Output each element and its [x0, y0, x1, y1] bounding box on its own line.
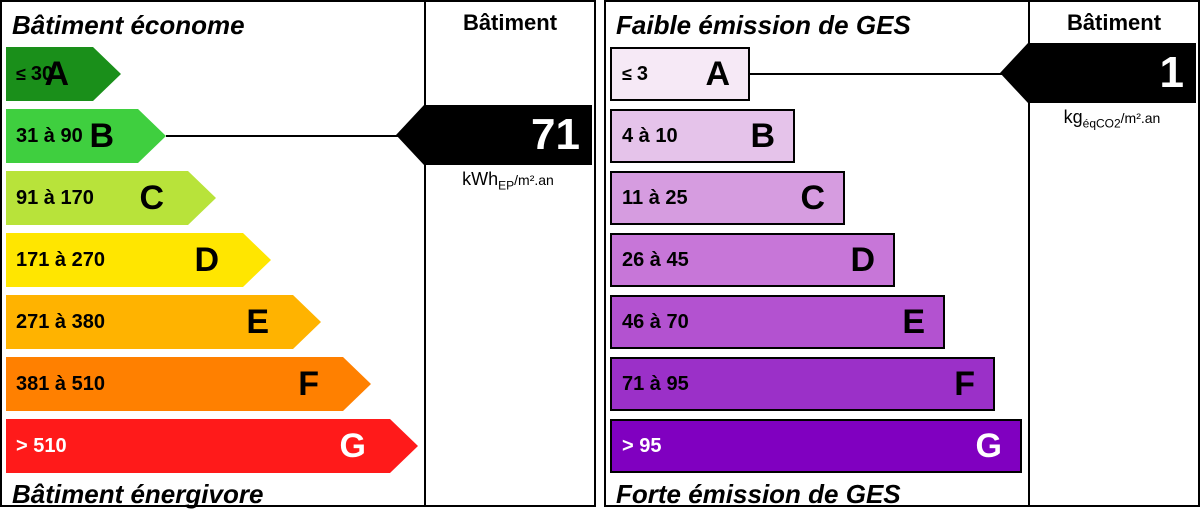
- energy-bar-range-C: 91 à 170: [6, 187, 94, 210]
- ges-bar-D: 26 à 45 D: [610, 233, 895, 287]
- ges-bar-row-D: 26 à 45 D: [610, 233, 1024, 287]
- energy-bars-stack: ≤ 30A 31 à 90 B 91 à 170 C 171 à 270 D 271 à 38…: [2, 47, 420, 473]
- energy-unit-prefix: kWh: [462, 169, 498, 189]
- ges-bar-G: > 95 G: [610, 419, 1022, 473]
- ges-value-header: Bâtiment: [1030, 8, 1198, 46]
- ges-bar-row-F: 71 à 95 F: [610, 357, 1024, 411]
- energy-bar-letter-F: F: [298, 365, 319, 404]
- ges-bottom-title: Forte émission de GES: [606, 473, 1024, 512]
- ges-value: 1: [1160, 48, 1184, 98]
- energy-bar-row-D: 171 à 270 D: [6, 233, 420, 287]
- energy-bar-letter-G: G: [340, 427, 366, 466]
- ges-bar-letter-C: C: [800, 179, 825, 218]
- energy-bar-range-D: 171 à 270: [6, 249, 105, 272]
- energy-value-column: Bâtiment 71 kWhEP/m².an: [424, 2, 594, 505]
- energy-value-badge-wrap: 71 kWhEP/m².an: [424, 105, 592, 193]
- energy-bar-D: 171 à 270 D: [6, 233, 271, 287]
- ges-bar-B: 4 à 10 B: [610, 109, 795, 163]
- ges-bar-row-G: > 95 G: [610, 419, 1024, 473]
- ges-bar-range-A: ≤ 3: [612, 63, 648, 86]
- energy-bar-row-F: 381 à 510 F: [6, 357, 420, 411]
- ges-top-title: Faible émission de GES: [606, 8, 1024, 47]
- ges-bar-range-E: 46 à 70: [612, 311, 689, 334]
- energy-bottom-title: Bâtiment énergivore: [2, 473, 420, 512]
- ges-value-column: Bâtiment 1 kgéqCO2/m².an: [1028, 2, 1198, 505]
- energy-bar-G: > 510 G: [6, 419, 418, 473]
- energy-bar-E: 271 à 380 E: [6, 295, 321, 349]
- energy-unit-suffix: /m².an: [514, 172, 554, 188]
- energy-bar-row-G: > 510 G: [6, 419, 420, 473]
- ges-bar-row-E: 46 à 70 E: [610, 295, 1024, 349]
- energy-bar-A: ≤ 30A: [6, 47, 121, 101]
- ges-unit-prefix: kg: [1064, 107, 1083, 127]
- energy-bar-range-F: 381 à 510: [6, 373, 105, 396]
- ges-bars-stack: ≤ 3 A 4 à 10 B 11 à 25 C 26 à 45 D 46 à 70 E 71 à …: [606, 47, 1024, 473]
- ges-bar-A: ≤ 3 A: [610, 47, 750, 101]
- energy-bar-range-G: > 510: [6, 435, 67, 458]
- energy-bar-F: 381 à 510 F: [6, 357, 371, 411]
- energy-connector-line: [166, 135, 420, 137]
- energy-bar-row-B: 31 à 90 B: [6, 109, 420, 163]
- ges-bar-row-A: ≤ 3 A: [610, 47, 1024, 101]
- ges-unit-sub: éqCO2: [1083, 117, 1121, 131]
- ges-bar-C: 11 à 25 C: [610, 171, 845, 225]
- energy-unit: kWhEP/m².an: [424, 169, 592, 193]
- ges-bar-letter-F: F: [954, 365, 975, 404]
- ges-bar-range-C: 11 à 25: [612, 187, 688, 210]
- energy-panel: Bâtiment économe ≤ 30A 31 à 90 B 91 à 170 C 1…: [0, 0, 596, 507]
- energy-bars-area: Bâtiment économe ≤ 30A 31 à 90 B 91 à 170 C 1…: [2, 2, 424, 505]
- ges-bar-range-B: 4 à 10: [612, 125, 678, 148]
- ges-bar-letter-D: D: [850, 241, 875, 280]
- energy-bar-letter-A: A: [44, 55, 69, 94]
- ges-bar-range-G: > 95: [612, 435, 661, 458]
- ges-panel: Faible émission de GES ≤ 3 A 4 à 10 B 11 à 2…: [604, 0, 1200, 507]
- energy-value-badge: 71: [396, 105, 592, 165]
- energy-unit-sub: EP: [498, 179, 514, 193]
- ges-bar-range-D: 26 à 45: [612, 249, 689, 272]
- ges-bar-range-F: 71 à 95: [612, 373, 689, 396]
- energy-bar-range-B: 31 à 90: [6, 125, 83, 148]
- energy-bar-letter-C: C: [139, 179, 164, 218]
- energy-value: 71: [531, 110, 580, 160]
- ges-unit-suffix: /m².an: [1121, 110, 1161, 126]
- ges-bar-F: 71 à 95 F: [610, 357, 995, 411]
- energy-bar-B: 31 à 90 B: [6, 109, 166, 163]
- energy-bar-C: 91 à 170 C: [6, 171, 216, 225]
- energy-top-title: Bâtiment économe: [2, 8, 420, 47]
- energy-bar-row-C: 91 à 170 C: [6, 171, 420, 225]
- energy-bar-letter-D: D: [194, 241, 219, 280]
- ges-bar-row-C: 11 à 25 C: [610, 171, 1024, 225]
- ges-bar-letter-E: E: [902, 303, 925, 342]
- ges-bar-E: 46 à 70 E: [610, 295, 945, 349]
- ges-bars-area: Faible émission de GES ≤ 3 A 4 à 10 B 11 à 2…: [606, 2, 1028, 505]
- ges-bar-letter-A: A: [705, 55, 730, 94]
- energy-bar-letter-B: B: [89, 117, 114, 156]
- ges-bar-row-B: 4 à 10 B: [610, 109, 1024, 163]
- energy-bar-row-A: ≤ 30A: [6, 47, 420, 101]
- energy-value-header: Bâtiment: [426, 8, 594, 46]
- ges-bar-letter-G: G: [976, 427, 1002, 466]
- energy-bar-letter-E: E: [246, 303, 269, 342]
- energy-bar-row-E: 271 à 380 E: [6, 295, 420, 349]
- ges-value-badge: 1: [1000, 43, 1196, 103]
- ges-bar-letter-B: B: [750, 117, 775, 156]
- ges-value-badge-wrap: 1 kgéqCO2/m².an: [1028, 43, 1196, 131]
- energy-bar-range-E: 271 à 380: [6, 311, 105, 334]
- ges-connector-line: [750, 73, 1024, 75]
- ges-unit: kgéqCO2/m².an: [1028, 107, 1196, 131]
